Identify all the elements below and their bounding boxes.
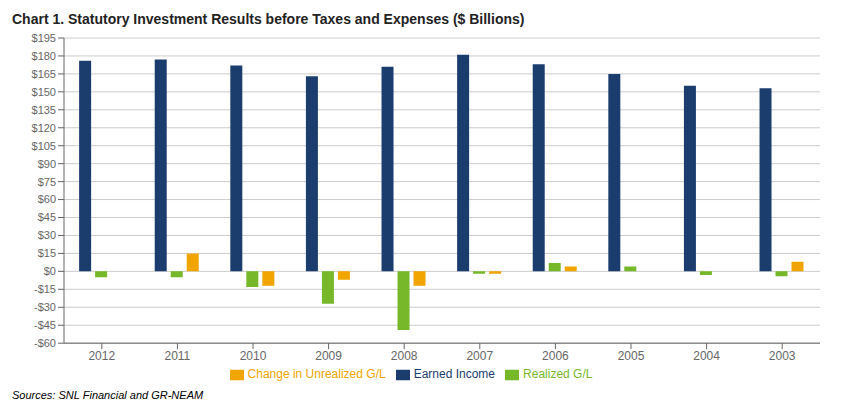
svg-text:$180: $180 bbox=[32, 50, 56, 62]
svg-text:2012: 2012 bbox=[88, 349, 115, 363]
svg-text:$105: $105 bbox=[32, 140, 56, 152]
svg-text:-$45: -$45 bbox=[34, 319, 56, 331]
svg-text:2004: 2004 bbox=[693, 349, 720, 363]
svg-text:2011: 2011 bbox=[164, 349, 190, 363]
svg-text:-$30: -$30 bbox=[34, 301, 56, 313]
html-text:Change in Unrealized G/L: Change in Unrealized G/L bbox=[247, 367, 386, 382]
svg-text:$0: $0 bbox=[44, 265, 56, 277]
html-text:Sources: SNL Financial and GR-: Sources: SNL Financial and GR-NEAM bbox=[12, 389, 204, 401]
svg-text:$195: $195 bbox=[32, 32, 56, 44]
svg-text:$165: $165 bbox=[32, 68, 56, 80]
svg-text:2005: 2005 bbox=[618, 349, 645, 363]
svg-text:2007: 2007 bbox=[466, 349, 493, 363]
svg-text:2009: 2009 bbox=[315, 349, 342, 363]
svg-text:$90: $90 bbox=[38, 158, 56, 170]
svg-text:2003: 2003 bbox=[769, 349, 796, 363]
svg-text:$135: $135 bbox=[32, 104, 56, 116]
svg-text:$75: $75 bbox=[38, 176, 56, 188]
svg-text:-$15: -$15 bbox=[34, 283, 56, 295]
html-text:Earned Income: Earned Income bbox=[413, 367, 495, 382]
svg-text:$150: $150 bbox=[32, 86, 56, 98]
svg-text:$60: $60 bbox=[38, 193, 56, 205]
svg-text:$45: $45 bbox=[38, 211, 56, 223]
svg-text:-$60: -$60 bbox=[34, 337, 56, 349]
svg-text:$30: $30 bbox=[38, 229, 56, 241]
html-text:Realized G/L: Realized G/L bbox=[523, 367, 593, 382]
svg-text:$120: $120 bbox=[32, 122, 56, 134]
svg-text:2008: 2008 bbox=[391, 349, 418, 363]
svg-text:2006: 2006 bbox=[542, 349, 569, 363]
svg-text:$15: $15 bbox=[38, 247, 56, 259]
svg-text:2010: 2010 bbox=[240, 349, 267, 363]
html-text:Chart 1. Statutory Investment: Chart 1. Statutory Investment Results be… bbox=[12, 11, 525, 27]
